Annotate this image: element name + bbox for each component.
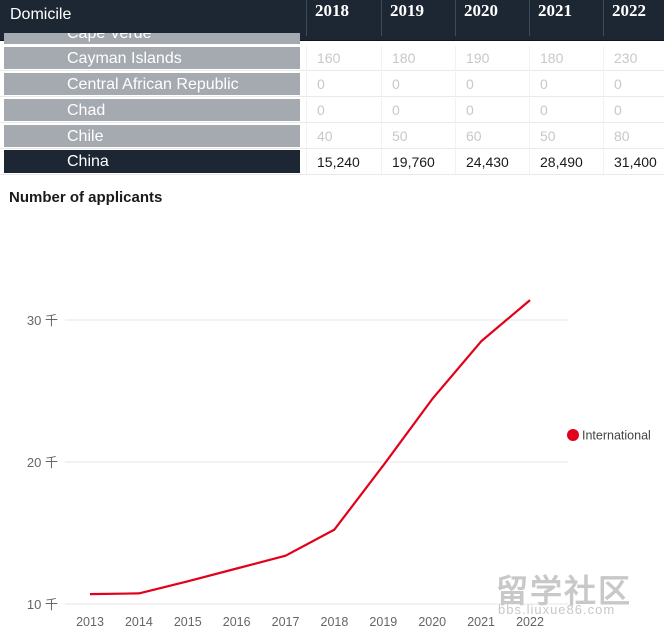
row-name: Cayman Islands (4, 46, 300, 69)
x-tick-label: 2019 (369, 615, 397, 629)
y-tick-label: 20 千 (27, 455, 58, 470)
cell-value: 0 (381, 98, 451, 122)
x-tick-label: 2022 (516, 615, 544, 629)
header-year: 2021 (529, 0, 608, 36)
cell-value: 19,760 (381, 150, 451, 174)
cell-value: 0 (455, 72, 525, 96)
row-name: Cape Verde (4, 33, 300, 44)
header-year: 2019 (381, 0, 460, 36)
cell-value: 0 (603, 98, 664, 122)
table-row-highlight: China 15,240 19,760 24,430 28,490 31,400 (0, 150, 664, 175)
x-tick-label: 2017 (272, 615, 300, 629)
y-tick-label: 30 千 (27, 313, 58, 328)
cell-value: 24,430 (455, 150, 525, 174)
cell-value: 230 (603, 46, 664, 70)
row-name: Central African Republic (4, 72, 300, 95)
legend-marker (567, 429, 579, 441)
cell-value: 50 (381, 124, 451, 148)
cell-value: 0 (381, 72, 451, 96)
cell-value: 0 (306, 72, 376, 96)
x-tick-label: 2021 (467, 615, 495, 629)
cell-value: 190 (455, 46, 525, 70)
cell-value: 60 (455, 124, 525, 148)
cell-value: 0 (529, 72, 599, 96)
x-tick-label: 2014 (125, 615, 153, 629)
cell-value: 80 (603, 124, 664, 148)
cell-value: 0 (529, 98, 599, 122)
cell-value: 0 (455, 98, 525, 122)
x-tick-label: 2013 (76, 615, 104, 629)
cell-value: 160 (306, 46, 376, 70)
watermark: 留学社区 bbs.liuxue86.com (496, 566, 656, 626)
chart-title: Number of applicants (9, 189, 163, 206)
x-tick-label: 2018 (321, 615, 349, 629)
cell-value: 180 (381, 46, 451, 70)
y-tick-label: 10 千 (27, 597, 58, 612)
header-domicile: Domicile (10, 6, 72, 23)
cell-value: 0 (306, 98, 376, 122)
table-row: Cayman Islands 160 180 190 180 230 (0, 46, 664, 71)
row-name: Chad (4, 98, 300, 121)
table-row: Cape Verde (0, 33, 664, 45)
x-tick-label: 2015 (174, 615, 202, 629)
legend-label: International (582, 429, 651, 443)
watermark-text: 留学社区 (496, 573, 633, 609)
cell-value: 50 (529, 124, 599, 148)
header-year: 2020 (455, 0, 534, 36)
cell-value: 15,240 (306, 150, 376, 174)
series-line-international (89, 299, 531, 596)
row-name: China (4, 150, 300, 173)
table-row: Central African Republic 0 0 0 0 0 (0, 72, 664, 97)
table-row: Chile 40 50 60 50 80 (0, 124, 664, 149)
row-name: Chile (4, 124, 300, 147)
data-table: Domicile 2018 2019 2020 2021 2022 Cape V… (0, 0, 664, 176)
cell-value: 28,490 (529, 150, 599, 174)
x-tick-label: 2020 (418, 615, 446, 629)
x-tick-label: 2016 (223, 615, 251, 629)
watermark-url: bbs.liuxue86.com (498, 602, 616, 617)
cell-value: 0 (603, 72, 664, 96)
cell-value: 31,400 (603, 150, 664, 174)
header-year: 2022 (603, 0, 664, 36)
cell-value: 40 (306, 124, 376, 148)
cell-value: 180 (529, 46, 599, 70)
table-row: Chad 0 0 0 0 0 (0, 98, 664, 123)
header-year: 2018 (306, 0, 385, 36)
